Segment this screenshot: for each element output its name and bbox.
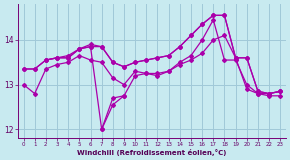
X-axis label: Windchill (Refroidissement éolien,°C): Windchill (Refroidissement éolien,°C) [77, 149, 226, 156]
